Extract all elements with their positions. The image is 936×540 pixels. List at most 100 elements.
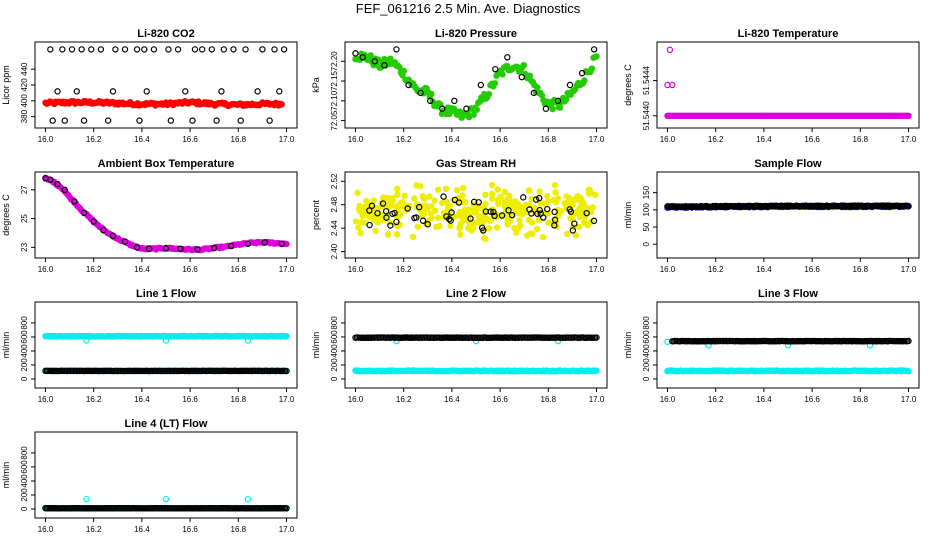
data-point [480,227,487,234]
chart-title: Line 4 (LT) Flow [125,418,208,430]
data-point [280,46,288,53]
data-point [145,245,153,253]
data-point [576,213,584,221]
data-point [389,210,396,217]
data-point [518,73,525,81]
x-tick-label: 17.0 [589,395,605,404]
data-point [414,223,421,230]
data-point [389,194,396,202]
data-point [576,208,584,216]
data-point [505,193,513,201]
y-tick-label: 400 [20,344,29,358]
x-tick-label: 17.0 [279,525,295,534]
x-tick-label: 16.8 [541,135,557,144]
y-tick-label: 380 [20,109,29,123]
data-point [278,240,285,247]
data-point [451,196,459,204]
data-point [439,105,446,112]
data-point [534,84,541,91]
y-tick-label: 0 [20,506,29,511]
data-point [489,190,496,197]
series-spikes [83,495,252,503]
data-point [133,46,141,53]
y-tick-label: 0 [642,241,651,246]
series-samples [669,337,912,345]
plot-frame [656,301,920,389]
chart-title: Li-820 CO2 [137,28,194,40]
data-point [551,208,558,216]
chart-title: Li-820 Temperature [738,28,839,40]
data-point [569,227,577,234]
x-tick-label: 16.6 [492,395,508,404]
data-point [508,211,516,219]
data-point [424,221,431,228]
data-point [905,112,912,119]
y-tick-label: 0 [642,376,651,381]
data-point [440,193,447,200]
data-point [121,46,129,53]
data-point [485,90,493,98]
series-samples [47,46,288,124]
series-low [664,367,912,375]
y-tick-label: 600 [330,330,339,344]
data-point [83,337,90,344]
data-point [357,229,364,237]
plot-frame [34,301,298,389]
y-tick-label: 800 [642,316,651,330]
data-point [520,194,527,201]
data-point [549,105,556,113]
data-point [59,46,66,53]
data-point [453,187,461,194]
data-point [498,212,506,219]
y-axis-label: percent [311,199,321,230]
y-tick-label: 100 [642,203,651,217]
data-point [283,367,290,375]
x-tick-label: 16.4 [756,265,772,274]
data-point [355,224,362,231]
data-point [587,188,594,196]
plot-points [42,495,290,512]
x-tick-label: 16.8 [541,395,557,404]
y-tick-label: 51.5444 [642,66,651,95]
series-low [352,367,600,375]
data-point [405,81,412,89]
plot-frame [34,41,298,129]
plot-points [42,46,288,124]
series-average [352,50,600,121]
y-tick-label: 800 [20,316,29,330]
data-point [419,217,427,224]
data-point [393,46,400,53]
x-tick-label: 16.2 [708,395,724,404]
data-point [283,332,290,340]
data-point [666,46,674,54]
x-tick-label: 17.0 [901,395,917,404]
x-tick-label: 16.2 [86,525,102,534]
y-tick-label: 150 [642,185,651,199]
x-tick-label: 17.0 [279,395,295,404]
data-point [482,208,490,215]
data-point [213,117,220,124]
x-tick-label: 16.6 [182,265,198,274]
chart-rh: Gas Stream RH percent 16.0 16.2 16.4 16.6 16.8… [311,158,608,274]
data-point [90,218,97,225]
data-point [485,225,492,232]
data-point [448,209,455,216]
data-point [588,65,596,72]
data-point [359,212,366,220]
y-tick-label: 200 [642,358,651,372]
data-point [271,46,278,53]
data-point [504,54,511,61]
data-point [162,337,170,344]
data-point [544,192,551,200]
plot-frame [34,171,298,259]
data-point [513,229,520,236]
data-point [473,106,480,113]
data-point [564,230,571,238]
data-point [276,88,283,95]
x-tick-label: 17.0 [279,265,295,274]
data-point [545,219,552,226]
data-point [494,186,502,193]
y-tick-label: 25 [20,214,29,223]
data-point [565,198,572,206]
x-tick-label: 16.0 [38,395,54,404]
